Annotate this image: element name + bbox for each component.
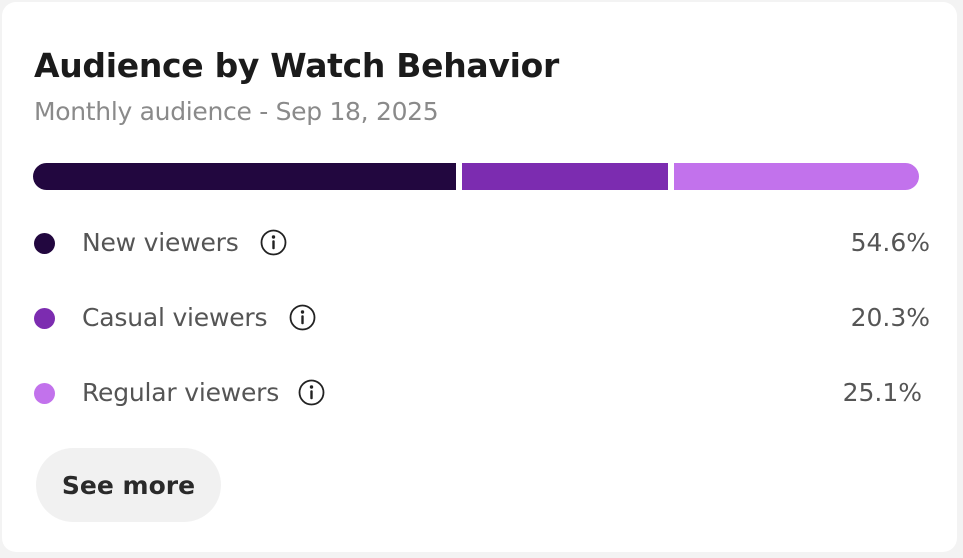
audience-stacked-bar — [33, 163, 919, 190]
casual-viewers-dot — [34, 308, 55, 329]
new-viewers-label: New viewers — [82, 228, 239, 257]
card-subtitle: Monthly audience - Sep 18, 2025 — [34, 97, 439, 126]
regular-viewers-label: Regular viewers — [82, 378, 280, 407]
casual-viewers-value: 20.3% — [850, 303, 930, 332]
info-icon[interactable] — [260, 229, 287, 256]
new-viewers-dot — [34, 233, 55, 254]
bar-segment-casual-viewers — [455, 163, 669, 190]
info-icon[interactable] — [298, 379, 325, 406]
bar-segment-new-viewers — [33, 163, 456, 190]
new-viewers-value: 54.6% — [850, 228, 930, 257]
see-more-button[interactable]: See more — [36, 448, 221, 522]
legend-row-regular-viewers: Regular viewers 25.1% — [34, 375, 930, 411]
legend-row-casual-viewers: Casual viewers 20.3% — [34, 300, 930, 336]
regular-viewers-dot — [34, 383, 55, 404]
bar-segment-regular-viewers — [668, 163, 919, 190]
info-icon[interactable] — [289, 304, 316, 331]
legend-row-new-viewers: New viewers 54.6% — [34, 225, 930, 261]
audience-card: Audience by Watch Behavior Monthly audie… — [2, 2, 957, 552]
regular-viewers-value: 25.1% — [842, 378, 922, 407]
card-title: Audience by Watch Behavior — [34, 46, 559, 85]
casual-viewers-label: Casual viewers — [82, 303, 268, 332]
